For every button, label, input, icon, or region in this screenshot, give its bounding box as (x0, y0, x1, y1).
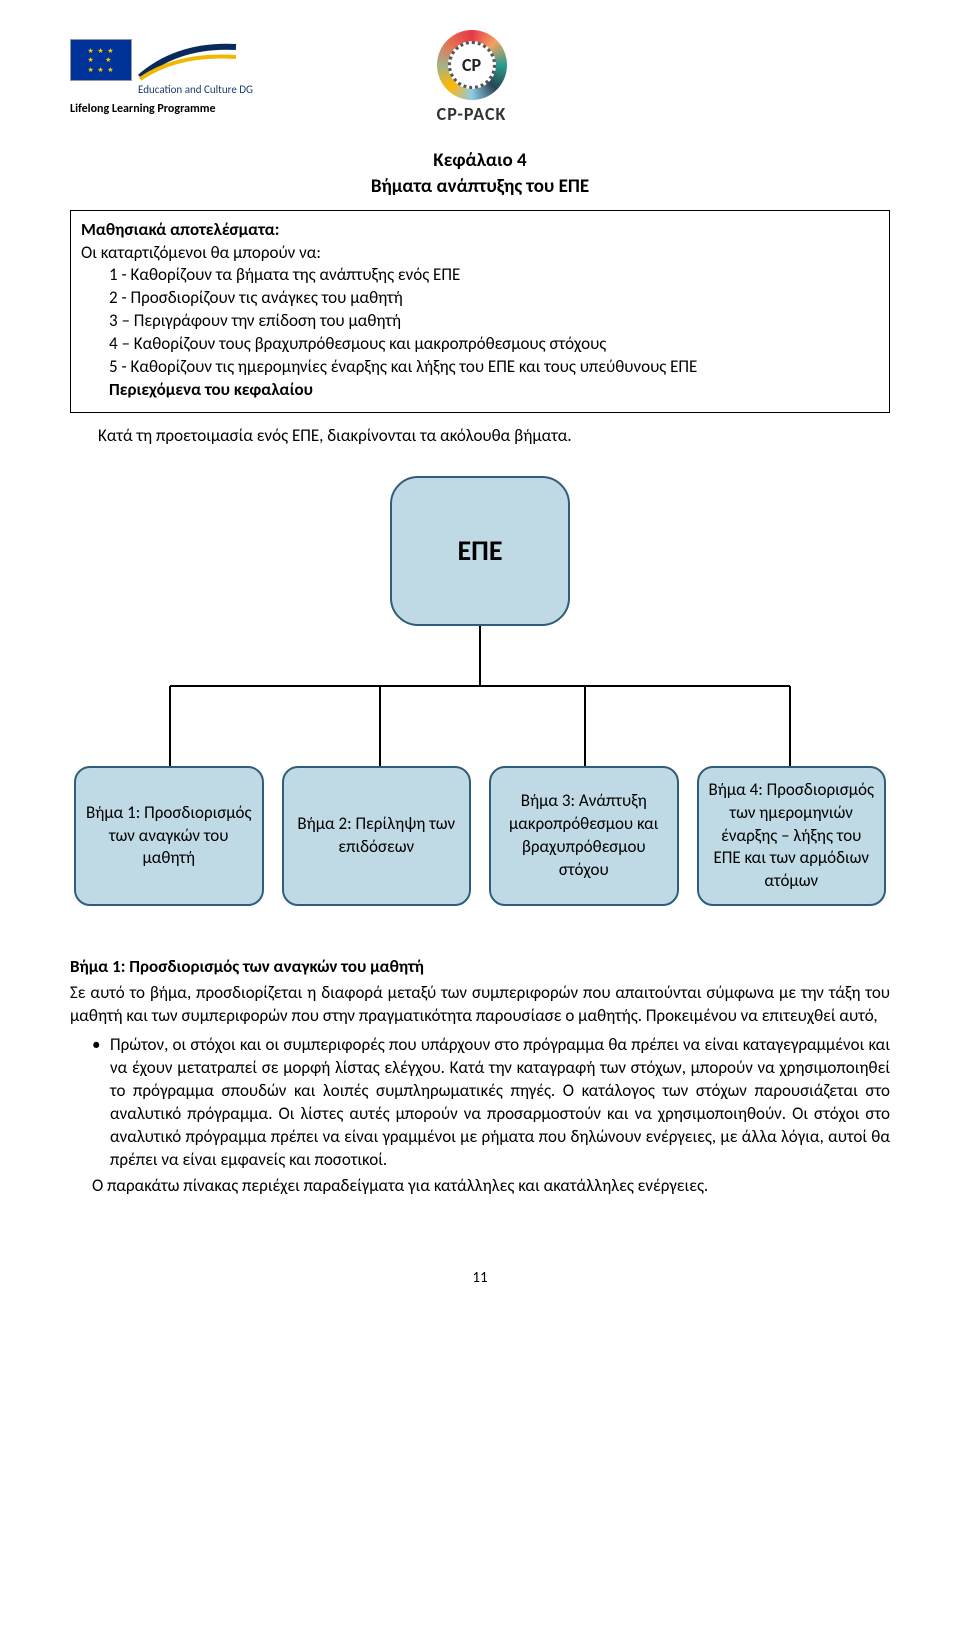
outcome-item: 5 - Καθορίζουν τις ημερομηνίες έναρξης κ… (109, 356, 879, 379)
outcomes-box: Μαθησιακά αποτελέσματα: Οι καταρτιζόμενο… (70, 210, 890, 414)
title-line1: Κεφάλαιο 4 (70, 148, 890, 174)
page-title: Κεφάλαιο 4 Βήματα ανάπτυξης του ΕΠΕ (70, 148, 890, 199)
section1-closing: Ο παρακάτω πίνακας περιέχει παραδείγματα… (70, 1175, 890, 1198)
contents-heading: Περιεχόμενα του κεφαλαίου (81, 379, 879, 402)
outcomes-heading: Μαθησιακά αποτελέσματα: (81, 219, 879, 242)
title-line2: Βήματα ανάπτυξης του ΕΠΕ (70, 174, 890, 200)
section1-bullet: • Πρώτον, οι στόχοι και οι συμπεριφορές … (92, 1034, 890, 1172)
bullet-icon: • (92, 1034, 110, 1172)
outcome-item: 4 – Καθορίζουν τους βραχυπρόθεσμους και … (109, 333, 879, 356)
header-logos: ★ ★ ★★ ★★ ★ ★ Education and Culture DG L… (70, 30, 890, 126)
eu-flag-icon: ★ ★ ★★ ★★ ★ ★ (70, 39, 132, 81)
outcome-item: 3 – Περιγράφουν την επίδοση του μαθητή (109, 310, 879, 333)
lll-label: Lifelong Learning Programme (70, 101, 216, 117)
diagram-child-4: Βήμα 4: Προσδιορισμός των ημερομηνιών έν… (697, 766, 887, 906)
cp-inner-text: CP (462, 53, 481, 77)
section1-para1: Σε αυτό το βήμα, προσδιορίζεται η διαφορ… (70, 982, 890, 1028)
diagram-child-2: Βήμα 2: Περίληψη των επιδόσεων (282, 766, 472, 906)
cp-pack-label: CP-PACK (437, 102, 507, 126)
diagram-root: ΕΠΕ (390, 476, 570, 626)
section1-bullet-text: Πρώτον, οι στόχοι και οι συμπεριφορές πο… (110, 1034, 890, 1172)
org-chart: ΕΠΕ Βήμα 1: Προσδιορισμός των αναγκών το… (70, 466, 890, 916)
swoosh-icon (138, 39, 238, 81)
outcome-item: 2 - Προσδιορίζουν τις ανάγκες του μαθητή (109, 287, 879, 310)
intro-line: Κατά τη προετοιμασία ενός ΕΠΕ, διακρίνον… (98, 425, 890, 448)
diagram-child-3: Βήμα 3: Ανάπτυξη μακροπρόθεσμου και βραχ… (489, 766, 679, 906)
logo-left: ★ ★ ★★ ★★ ★ ★ Education and Culture DG L… (70, 39, 253, 118)
section1-heading: Βήμα 1: Προσδιορισμός των αναγκών του μα… (70, 956, 890, 979)
outcomes-lead: Οι καταρτιζόμενοι θα μπορούν να: (81, 242, 879, 265)
diagram-connectors (70, 626, 890, 766)
cp-pack-icon: CP (437, 30, 507, 100)
page-number: 11 (70, 1268, 890, 1288)
outcome-item: 1 - Καθορίζουν τα βήματα της ανάπτυξης ε… (109, 264, 879, 287)
logo-center: CP CP-PACK (437, 30, 507, 126)
edu-dg-label: Education and Culture DG (138, 83, 253, 98)
diagram-child-1: Βήμα 1: Προσδιορισμός των αναγκών του μα… (74, 766, 264, 906)
